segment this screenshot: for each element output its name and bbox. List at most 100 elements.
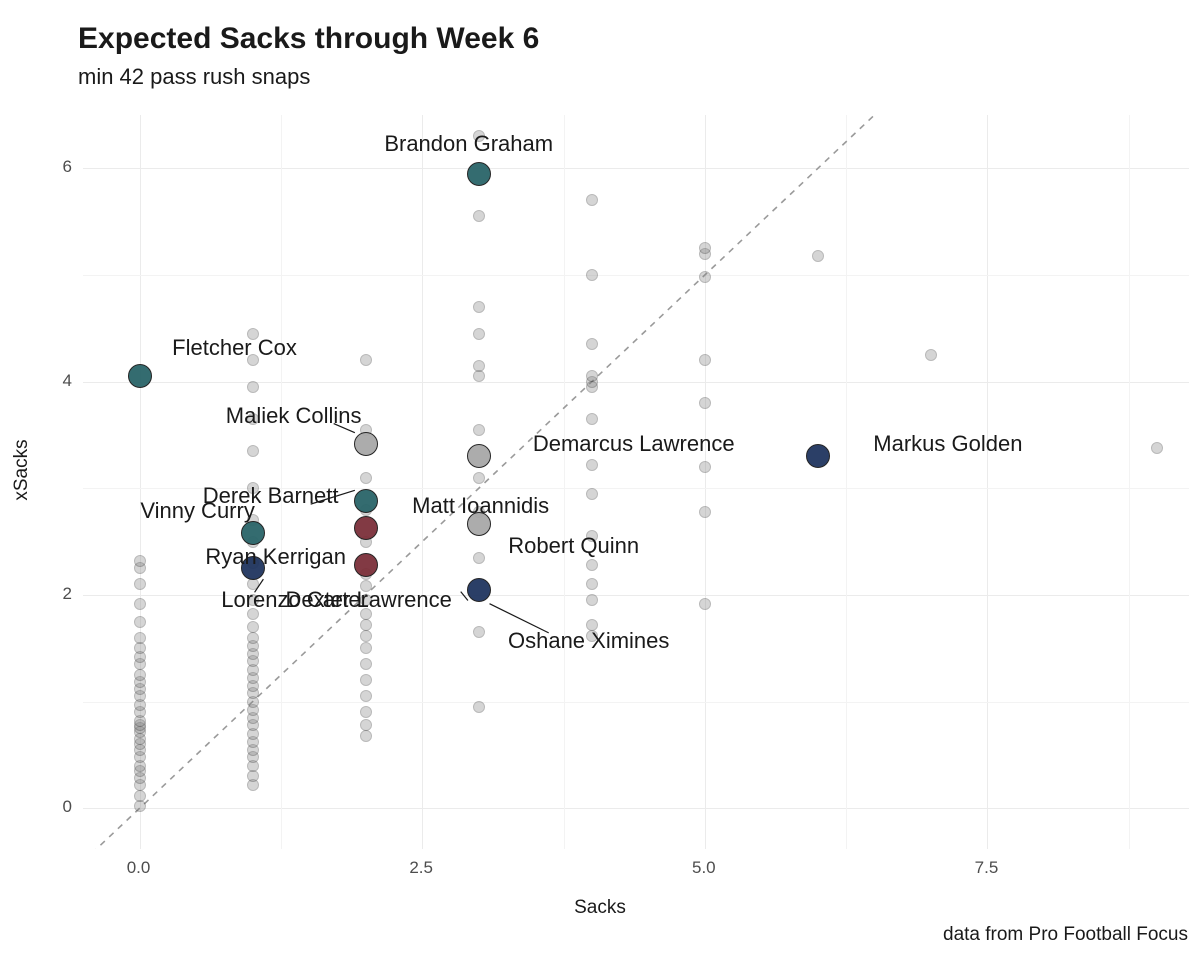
chart-subtitle: min 42 pass rush snaps [78,64,310,90]
data-point [699,506,711,518]
chart-title: Expected Sacks through Week 6 [78,22,539,56]
data-point [134,555,146,567]
data-point [360,730,372,742]
gridline-minor-v [281,115,282,849]
data-point [134,616,146,628]
point-label: Matt Ioannidis [412,493,549,519]
data-point [473,210,485,222]
data-point [699,354,711,366]
highlighted-point [128,364,152,388]
data-point [247,621,259,633]
data-point [586,488,598,500]
data-point [360,472,372,484]
data-point [360,719,372,731]
data-point [699,461,711,473]
point-label: Brandon Graham [384,131,553,157]
data-point [134,800,146,812]
data-point [473,626,485,638]
point-label: Maliek Collins [226,403,362,429]
data-point [699,598,711,610]
point-label: Dexter Lawrence [286,587,452,613]
data-point [360,690,372,702]
data-point [134,669,146,681]
data-point [925,349,937,361]
plot-area: Brandon Graham Fletcher Cox Maliek Collins… [82,114,1190,850]
data-point [247,632,259,644]
highlighted-point [354,432,378,456]
point-label: Ryan Kerrigan [205,544,346,570]
data-point [473,424,485,436]
data-point [699,242,711,254]
point-label: Robert Quinn [508,533,639,559]
data-point [473,552,485,564]
x-axis-title: Sacks [574,897,626,919]
highlighted-point [467,444,491,468]
point-label: Demarcus Lawrence [533,431,735,457]
data-point [134,632,146,644]
data-point [699,397,711,409]
chart-container: Expected Sacks through Week 6 min 42 pas… [0,0,1200,953]
x-tick-label: 2.5 [409,858,433,878]
data-point [473,301,485,313]
data-point [360,619,372,631]
data-point [247,770,259,782]
gridline-minor-v [846,115,847,849]
data-point [247,445,259,457]
x-tick-label: 0.0 [127,858,151,878]
data-point [134,578,146,590]
y-tick-label: 0 [63,797,72,817]
data-point [360,658,372,670]
data-point [586,413,598,425]
gridline-v [705,115,706,849]
chart-caption: data from Pro Football Focus [943,924,1188,946]
y-tick-label: 4 [63,371,72,391]
data-point [360,630,372,642]
data-point [586,370,598,382]
data-point [586,194,598,206]
gridline-minor-v [564,115,565,849]
highlighted-point [467,578,491,602]
point-label: Vinny Curry [140,498,255,524]
data-point [134,598,146,610]
data-point [360,674,372,686]
data-point [1151,442,1163,454]
gridline-h [83,808,1189,809]
gridline-minor-h [83,275,1189,276]
gridline-v [987,115,988,849]
data-point [473,472,485,484]
data-point [586,559,598,571]
highlighted-point [806,444,830,468]
data-point [360,642,372,654]
data-point [586,338,598,350]
y-tick-label: 2 [63,584,72,604]
highlighted-point [354,516,378,540]
x-tick-label: 5.0 [692,858,716,878]
data-point [360,706,372,718]
data-point [360,354,372,366]
point-label: Oshane Ximines [508,628,669,654]
data-point [586,459,598,471]
data-point [586,578,598,590]
highlighted-point [467,162,491,186]
gridline-h [83,168,1189,169]
data-point [586,594,598,606]
y-axis-title: xSacks [11,439,33,500]
highlighted-point [354,553,378,577]
data-point [699,271,711,283]
highlighted-point [354,489,378,513]
point-label: Markus Golden [873,431,1022,457]
y-tick-label: 6 [63,157,72,177]
data-point [812,250,824,262]
gridline-minor-v [1129,115,1130,849]
data-point [586,269,598,281]
data-point [473,701,485,713]
data-point [473,360,485,372]
data-point [134,642,146,654]
data-point [473,370,485,382]
highlighted-point [241,521,265,545]
x-tick-label: 7.5 [975,858,999,878]
data-point [473,328,485,340]
data-point [247,381,259,393]
point-label: Fletcher Cox [172,335,297,361]
data-point [134,790,146,802]
